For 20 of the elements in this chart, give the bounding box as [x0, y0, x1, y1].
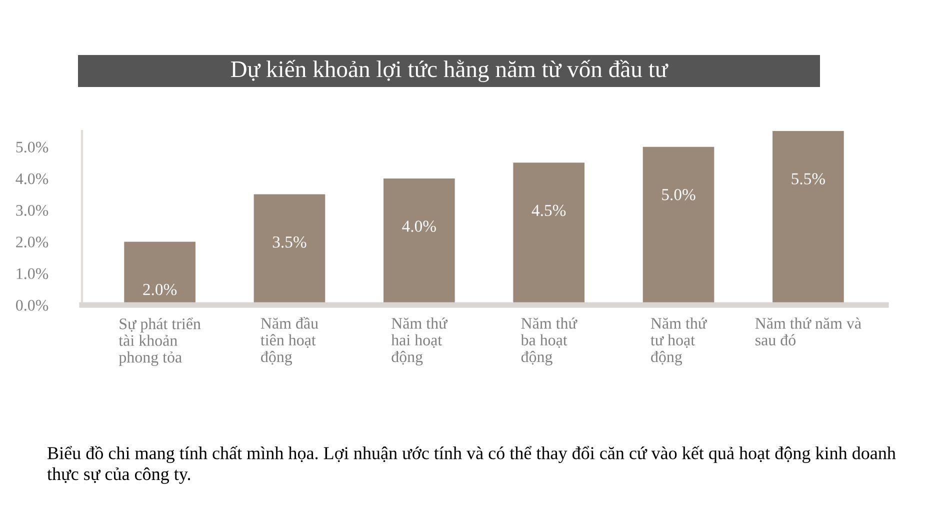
data-label: 5.0%: [662, 188, 696, 200]
x-tick-label: Năm thứ ba hoạt động: [520, 317, 578, 366]
chart-title: Dự kiến khoản lợi tức hằng năm từ vốn đầu tư: [230, 60, 668, 82]
data-label: 3.5%: [272, 236, 306, 248]
y-tick-label: 3.0%: [16, 205, 48, 216]
x-tick-label: Sự phát triển tài khoản phong tỏa: [118, 318, 201, 366]
y-tick-label: 1.0%: [16, 268, 48, 280]
y-tick-label: 0.0%: [16, 300, 48, 311]
data-label: 4.0%: [402, 220, 436, 232]
x-tick-label: Năm thứ hai hoạt động: [391, 317, 448, 366]
data-label: 5.5%: [792, 173, 825, 184]
y-tick-label: 5.0%: [16, 142, 48, 153]
x-tick-label: Năm thứ tư hoạt động: [650, 317, 707, 366]
x-tick-label: Năm thứ năm và sau đó: [755, 317, 862, 346]
y-tick-label: 4.0%: [16, 173, 48, 184]
data-label: 4.5%: [532, 204, 566, 216]
y-tick-label: 2.0%: [16, 236, 48, 248]
text: Biểu đồ chi mang tính chất mình họa. Lợi nhuận ước tính và có thể thay đổi căn cứ vào kết quả hoạt động kinh doanh thực sự của công ty.: [47, 446, 896, 484]
data-label: 2.0%: [143, 284, 177, 296]
x-tick-label: Năm đầu tiên hoạt động: [260, 317, 318, 366]
